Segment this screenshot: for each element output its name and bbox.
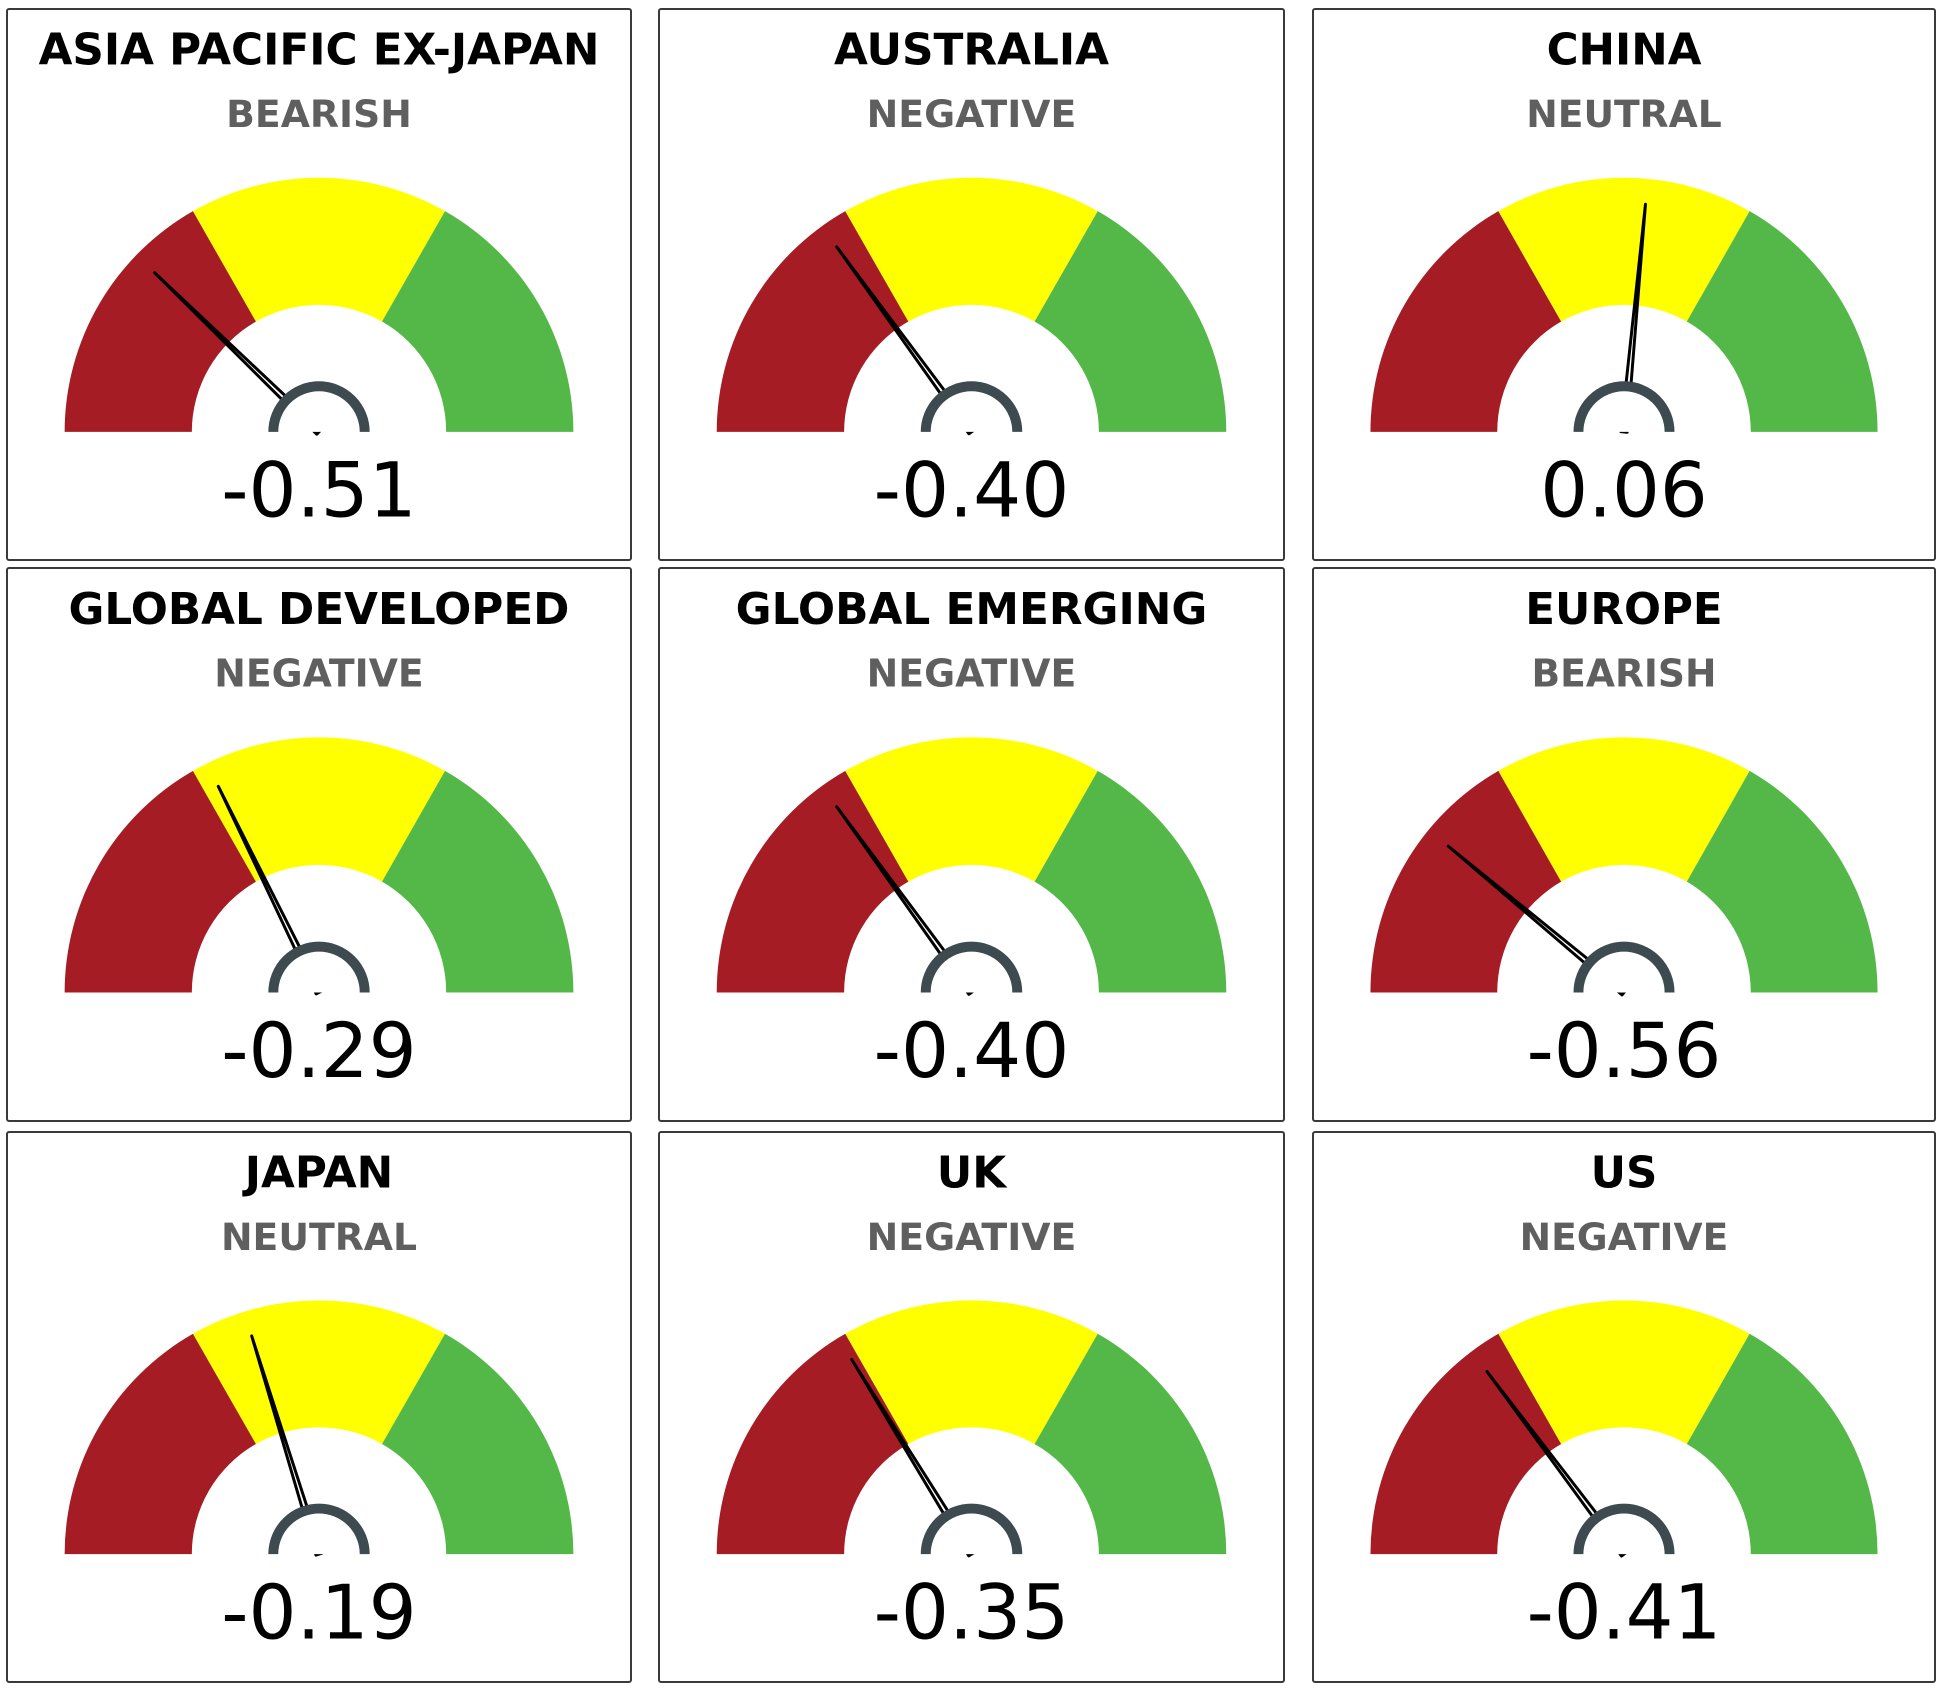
gauge-band-negative xyxy=(1370,211,1562,432)
gauge-band-positive xyxy=(1034,211,1227,432)
gauge-panel: EUROPE BEARISH -0.56 xyxy=(1312,567,1936,1122)
gauge-title: JAPAN xyxy=(242,1148,394,1199)
gauge-panel: AUSTRALIA NEGATIVE -0.40 xyxy=(658,8,1285,561)
gauge-status: NEUTRAL xyxy=(221,1215,417,1259)
gauge-band-negative xyxy=(1370,770,1562,993)
gauge-status: NEUTRAL xyxy=(1526,92,1721,136)
gauge-value: -0.41 xyxy=(1527,1568,1722,1656)
gauge-title: AUSTRALIA xyxy=(834,25,1109,76)
gauge-hub xyxy=(1573,381,1675,433)
gauge-panel: JAPAN NEUTRAL -0.19 xyxy=(6,1131,632,1683)
gauge-band-neutral xyxy=(845,1300,1098,1444)
gauge-band-positive xyxy=(382,211,574,432)
gauge-band-neutral xyxy=(1498,1300,1750,1444)
gauge-needle xyxy=(216,784,324,996)
gauge-status: BEARISH xyxy=(1531,651,1716,695)
gauge-needle xyxy=(250,1334,324,1557)
gauge-band-neutral xyxy=(845,177,1098,322)
gauge-band-positive xyxy=(1034,770,1227,993)
gauge-band-negative xyxy=(716,1333,909,1555)
gauge-hub xyxy=(920,381,1023,433)
gauge-band-neutral xyxy=(1498,177,1750,322)
gauge-band-neutral xyxy=(192,737,446,882)
gauge-panel: CHINA NEUTRAL 0.06 xyxy=(1312,8,1936,561)
gauge-band-negative xyxy=(64,211,256,432)
gauge-value: 0.06 xyxy=(1540,446,1708,534)
gauge-svg: CHINA NEUTRAL 0.06 xyxy=(1370,26,1878,534)
gauge-band-neutral xyxy=(845,737,1098,882)
gauge-panel: UK NEGATIVE -0.35 xyxy=(658,1131,1285,1683)
gauge-value: -0.40 xyxy=(874,446,1070,534)
gauge-status: NEGATIVE xyxy=(214,652,423,696)
gauge-title: UK xyxy=(937,1148,1009,1199)
gauge-needle xyxy=(835,805,976,996)
gauge-value: -0.40 xyxy=(874,1007,1070,1095)
gauge-band-positive xyxy=(1686,770,1878,993)
gauge-band-positive xyxy=(1034,1333,1227,1555)
gauge-needle xyxy=(850,1357,976,1558)
gauge-band-positive xyxy=(382,1333,574,1555)
gauge-status: NEGATIVE xyxy=(867,92,1077,136)
gauge-svg: ASIA PACIFIC EX-JAPAN BEARISH -0.51 xyxy=(39,25,600,535)
gauge-svg: GLOBAL EMERGING NEGATIVE -0.40 xyxy=(716,584,1227,1095)
gauge-value: -0.56 xyxy=(1527,1007,1722,1095)
gauge-hub xyxy=(268,1503,370,1555)
gauge-band-negative xyxy=(64,1333,256,1555)
gauge-band-negative xyxy=(1370,1333,1562,1555)
gauge-band-negative xyxy=(64,770,256,993)
gauge-needle xyxy=(1446,844,1628,997)
gauge-hub xyxy=(1573,1503,1675,1555)
gauge-value: -0.51 xyxy=(221,446,416,534)
gauge-panel: GLOBAL EMERGING NEGATIVE -0.40 xyxy=(658,567,1285,1122)
gauge-hub xyxy=(1573,941,1675,993)
gauge-title: GLOBAL EMERGING xyxy=(736,584,1208,635)
gauge-band-neutral xyxy=(192,1300,446,1444)
gauge-title: ASIA PACIFIC EX-JAPAN xyxy=(39,25,600,76)
gauge-status: BEARISH xyxy=(226,92,412,136)
gauge-svg: EUROPE BEARISH -0.56 xyxy=(1370,584,1878,1095)
gauge-value: -0.35 xyxy=(874,1569,1070,1657)
gauge-panel: US NEGATIVE -0.41 xyxy=(1312,1131,1936,1683)
gauge-band-positive xyxy=(1686,1333,1878,1555)
gauge-title: CHINA xyxy=(1547,26,1702,76)
gauge-title: GLOBAL DEVELOPED xyxy=(69,584,570,635)
gauge-status: NEGATIVE xyxy=(867,1215,1077,1259)
gauge-value: -0.29 xyxy=(221,1007,416,1095)
gauge-hub xyxy=(268,381,370,433)
gauge-band-negative xyxy=(716,770,909,993)
gauge-svg: UK NEGATIVE -0.35 xyxy=(716,1148,1227,1657)
gauge-title: US xyxy=(1591,1148,1658,1198)
gauge-svg: GLOBAL DEVELOPED NEGATIVE -0.29 xyxy=(64,584,574,1095)
gauge-value: -0.19 xyxy=(221,1568,416,1656)
gauge-hub xyxy=(920,941,1023,993)
gauge-svg: JAPAN NEUTRAL -0.19 xyxy=(64,1148,574,1656)
gauge-band-positive xyxy=(382,770,574,993)
gauge-status: NEGATIVE xyxy=(867,652,1077,696)
gauge-svg: AUSTRALIA NEGATIVE -0.40 xyxy=(716,25,1227,534)
gauge-svg: US NEGATIVE -0.41 xyxy=(1370,1148,1878,1656)
gauge-band-positive xyxy=(1686,211,1878,432)
gauge-hub xyxy=(268,941,370,993)
gauge-band-neutral xyxy=(192,177,446,322)
gauge-status: NEGATIVE xyxy=(1520,1215,1729,1259)
gauge-title: EUROPE xyxy=(1525,584,1722,635)
gauge-band-negative xyxy=(716,211,909,432)
gauge-band-neutral xyxy=(1498,737,1750,882)
gauge-needle xyxy=(1485,1370,1629,1558)
gauge-panel: ASIA PACIFIC EX-JAPAN BEARISH -0.51 xyxy=(6,8,632,561)
gauge-hub xyxy=(920,1503,1023,1555)
gauge-panel: GLOBAL DEVELOPED NEGATIVE -0.29 xyxy=(6,567,632,1122)
